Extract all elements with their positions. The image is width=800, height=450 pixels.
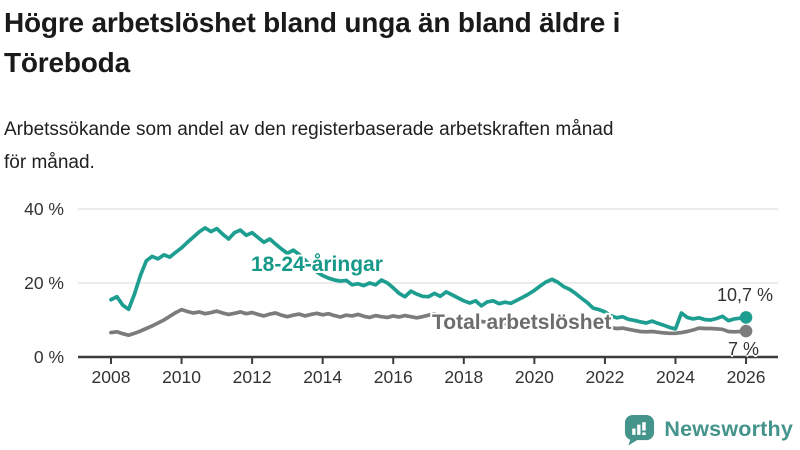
x-tick-label: 2012: [233, 367, 272, 387]
x-tick-label: 2024: [656, 367, 695, 387]
series-end-dot: [739, 311, 753, 324]
newsworthy-logo: Newsworthy: [623, 413, 793, 446]
bar-chart-speech-bubble-icon: [625, 414, 655, 446]
line-chart: 2008 2010 2012 2014 2016 2018 2020 2022 2024 2026…: [24, 199, 778, 387]
x-tick-label: 2026: [727, 367, 766, 387]
end-value-label-youth: 10,7 %: [717, 285, 774, 305]
chart-subtitle: Arbetssökande som andel av den registerb…: [4, 113, 796, 179]
series-line: [109, 226, 748, 331]
x-tick-label: 2018: [444, 367, 483, 387]
title-line-2: Töreboda: [4, 47, 130, 78]
brand-name: Newsworthy: [664, 417, 793, 441]
y-tick-label: 0 %: [34, 347, 64, 367]
y-tick-label: 20 %: [24, 273, 64, 293]
x-tick-label: 2010: [162, 367, 201, 387]
y-tick-label: 40 %: [24, 199, 64, 219]
series-end-dot: [739, 324, 753, 338]
x-tick-label: 2016: [374, 367, 413, 387]
page-title: Högre arbetslöshet bland unga än bland ä…: [4, 3, 796, 83]
series-label-total: Total arbetslöshet: [432, 311, 612, 334]
series-line: [109, 307, 748, 338]
x-tick-label: 2022: [585, 367, 624, 387]
end-value-label-total: 7 %: [728, 339, 760, 359]
subtitle-line-2: för månad.: [4, 152, 95, 173]
subtitle-line-1: Arbetssökande som andel av den registerb…: [4, 119, 614, 140]
title-line-1: Högre arbetslöshet bland unga än bland ä…: [4, 7, 621, 38]
series-label-youth: 18-24-åringar: [251, 253, 383, 276]
x-tick-label: 2008: [92, 367, 131, 387]
x-tick-label: 2014: [303, 367, 342, 387]
x-tick-label: 2020: [515, 367, 554, 387]
